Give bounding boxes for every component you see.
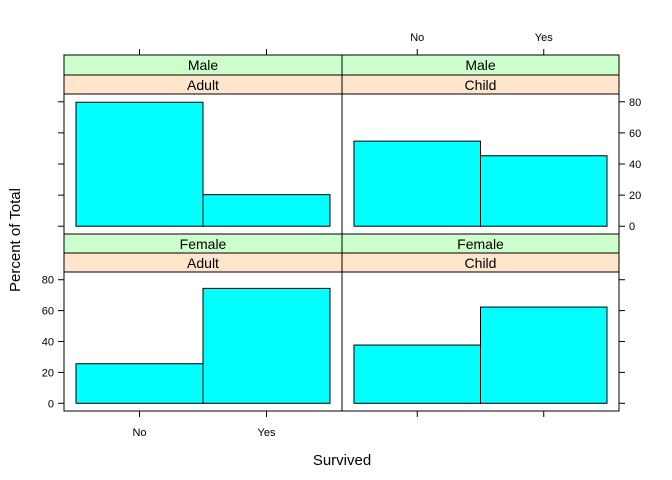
- panel: Female Child: [341, 233, 620, 412]
- strip-outer-label: Male: [465, 57, 496, 73]
- y-tick-label: 40: [629, 159, 641, 171]
- bar: [75, 101, 204, 227]
- y-tick-label: 20: [629, 190, 641, 202]
- y-tick-label: 60: [42, 306, 54, 318]
- strip-outer-label: Female: [180, 236, 227, 252]
- bar: [353, 344, 481, 404]
- strip-outer-label: Female: [457, 236, 504, 252]
- strip-outer-label: Male: [188, 57, 219, 73]
- bar: [480, 155, 608, 227]
- x-tick-label-top: Yes: [535, 32, 553, 44]
- y-tick-label: 20: [42, 367, 54, 379]
- bar: [202, 194, 331, 227]
- panel: Male Adult: [63, 54, 343, 235]
- x-tick-label: No: [132, 427, 146, 439]
- y-tick-label: 40: [42, 337, 54, 349]
- panel: Female Adult: [63, 233, 343, 412]
- strip-inner-label: Child: [465, 77, 497, 93]
- strip-inner-label: Adult: [187, 255, 219, 271]
- panel: Male Child: [341, 54, 620, 235]
- x-axis-title: Survived: [313, 452, 371, 469]
- strip-inner-label: Adult: [187, 77, 219, 93]
- bar: [353, 140, 481, 227]
- bar: [75, 363, 204, 404]
- bar: [480, 306, 608, 404]
- y-tick-label: 80: [629, 97, 641, 109]
- y-tick-label: 0: [48, 398, 54, 410]
- y-axis-title: Percent of Total: [7, 188, 24, 292]
- y-tick-label: 0: [629, 221, 635, 233]
- y-tick-label: 80: [42, 275, 54, 287]
- x-tick-label: Yes: [258, 427, 276, 439]
- axes-layer: No Yes No Yes 0 20 40 60 80 0 20 40 60 80: [42, 32, 642, 439]
- x-tick-label-top: No: [410, 32, 424, 44]
- bar: [202, 287, 331, 404]
- strip-inner-label: Child: [465, 255, 497, 271]
- panels-layer: Female Adult Female Child Male Adult Male Child: [63, 54, 620, 412]
- y-tick-label: 60: [629, 128, 641, 140]
